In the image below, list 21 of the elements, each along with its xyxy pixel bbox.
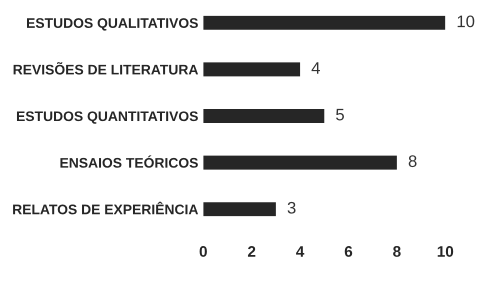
x-tick-label: 8 (393, 246, 401, 257)
bar (203, 156, 397, 170)
data-label: 8 (408, 155, 417, 168)
bar (203, 202, 276, 216)
bar (203, 109, 324, 123)
y-tick-label: REVISÕES DE LITERATURA (14, 62, 198, 75)
bar (203, 62, 300, 76)
y-tick-label: ESTUDOS QUALITATIVOS (27, 18, 198, 31)
x-tick-label: 0 (200, 246, 207, 257)
y-tick-label: ENSAIOS TEÓRICOS (60, 155, 198, 168)
bar (203, 16, 446, 30)
y-tick-label: RELATOS DE EXPERIÊNCIA (13, 202, 198, 214)
y-tick-label: ESTUDOS QUANTITATIVOS (16, 111, 198, 124)
data-label: 5 (336, 108, 344, 120)
x-tick-label: 10 (438, 246, 454, 257)
x-tick-label: 2 (248, 246, 256, 257)
data-label: 4 (312, 62, 320, 74)
data-label: 3 (288, 202, 296, 214)
x-tick-label: 6 (344, 246, 352, 257)
data-label: 10 (458, 15, 474, 28)
x-tick-label: 4 (296, 246, 304, 257)
